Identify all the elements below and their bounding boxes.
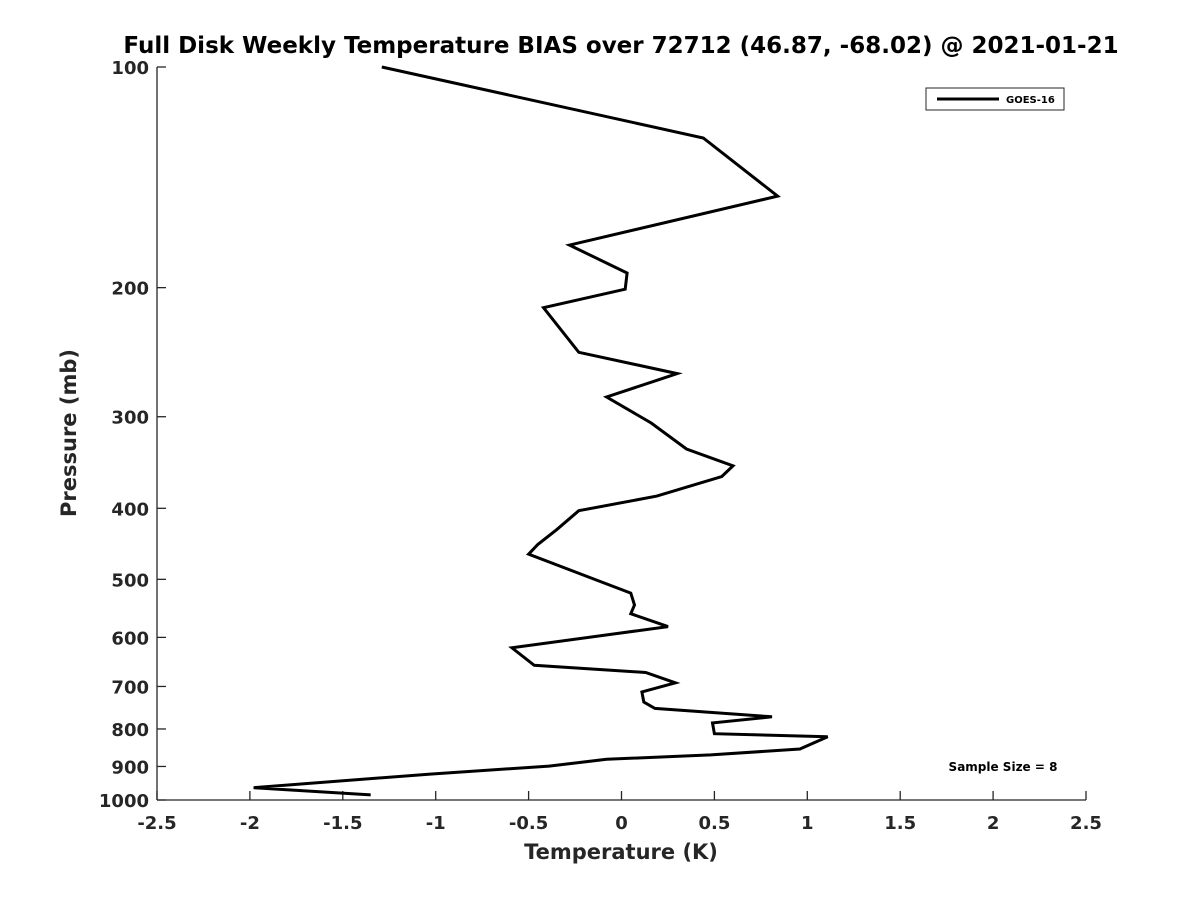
series-line-goes-16 [253,65,829,797]
chart-title: Full Disk Weekly Temperature BIAS over 7… [123,33,1118,59]
y-tick-label: 400 [111,499,149,520]
y-axis-label: Pressure (mb) [57,349,81,517]
y-tick-label: 900 [111,757,149,778]
y-tick-label: 300 [111,408,149,429]
x-tick-label: 1 [801,813,814,834]
x-axis-ticks: -2.5 -2 -1.5 -1 -0.5 0 0.5 1 1.5 2 2.5 [137,791,1102,834]
x-tick-label: 1.5 [884,813,916,834]
x-tick-label: -1 [426,813,446,834]
y-tick-label: 800 [111,720,149,741]
y-tick-label: 600 [111,628,149,649]
x-tick-label: 0.5 [698,813,730,834]
series-group [253,65,829,797]
x-tick-label: -2.5 [137,813,176,834]
y-tick-label: 1000 [99,791,149,812]
y-tick-label: 100 [111,58,149,79]
x-tick-label: -2 [240,813,260,834]
legend[interactable]: GOES-16 [925,87,1065,111]
y-tick-label: 200 [111,279,149,300]
legend-label: GOES-16 [1006,95,1055,106]
x-tick-label: 2 [987,813,1000,834]
y-tick-label: 700 [111,677,149,698]
x-tick-label: 0 [615,813,628,834]
x-tick-label: -1.5 [323,813,362,834]
x-tick-label: 2.5 [1070,813,1102,834]
y-axis-ticks: 100 200 300 400 500 600 700 800 900 1000 [99,58,166,812]
x-tick-label: -0.5 [509,813,548,834]
x-axis-label: Temperature (K) [524,840,718,864]
sample-size-annotation: Sample Size = 8 [949,760,1058,774]
y-tick-label: 500 [111,570,149,591]
